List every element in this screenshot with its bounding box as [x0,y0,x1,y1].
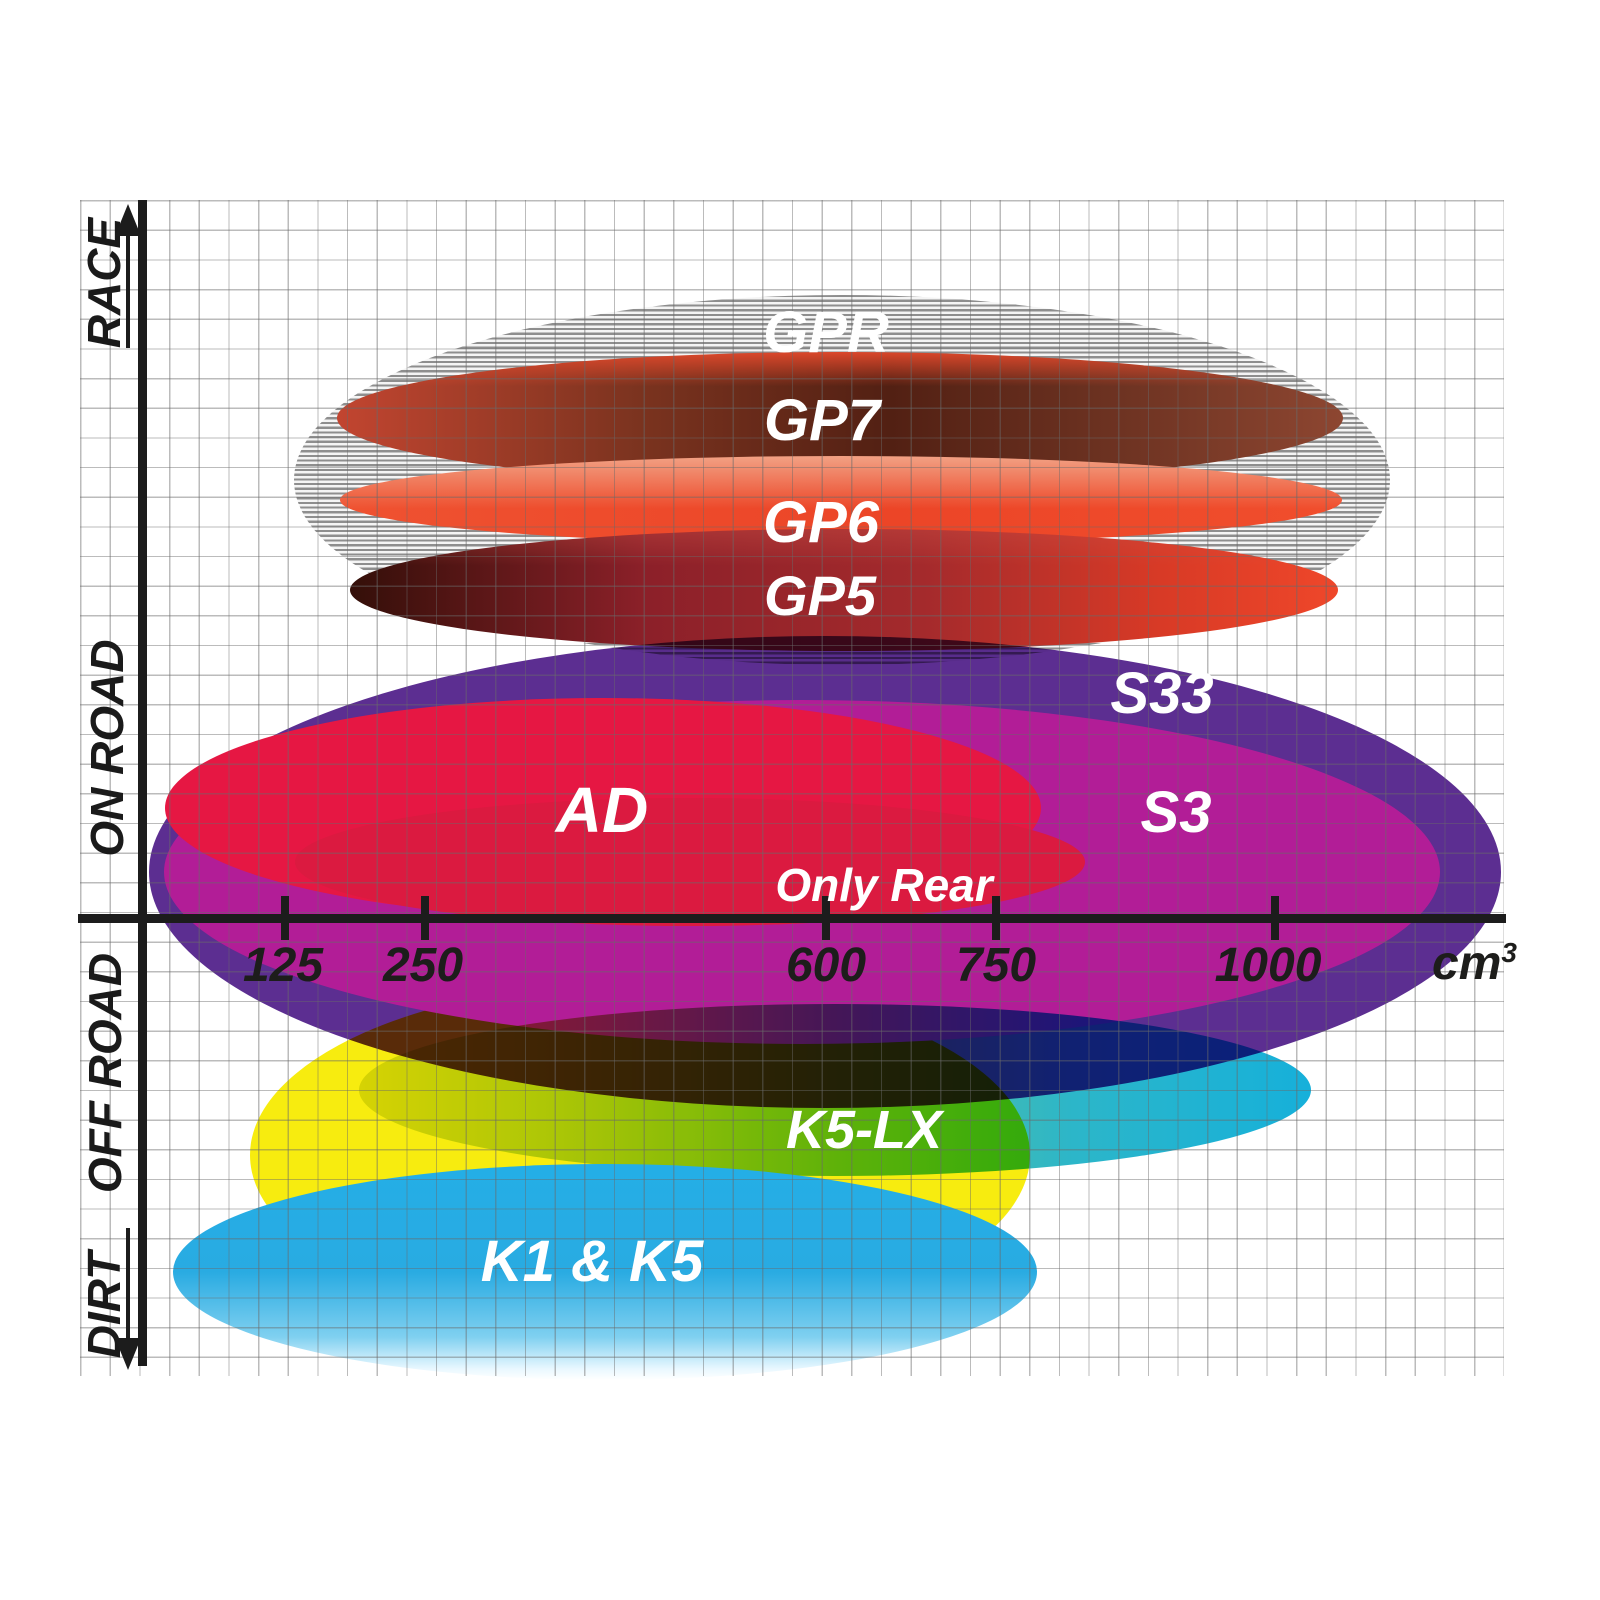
ellipse-gp5 [350,529,1338,651]
ellipse-k5lx [359,1004,1311,1176]
zone-label-on-road: ON ROAD [81,639,133,857]
y-axis-line [138,200,147,1366]
label-s33: S33 [1110,661,1214,726]
dirt-down-arrow-icon [115,1338,141,1370]
label-ad: AD [555,774,649,846]
x-tick-600 [822,896,830,940]
race-up-arrow-icon [115,204,141,236]
zone-label-off-road: OFF ROAD [79,952,131,1194]
x-tick-label-1000: 1000 [1214,939,1322,992]
race-arrow-line [126,232,130,348]
label-k1k5: K1 & K5 [480,1229,704,1294]
label-s3: S3 [1140,780,1212,845]
x-axis-unit: cm3 [1432,937,1517,990]
label-only-rear: Only Rear [775,859,993,911]
x-tick-label-750: 750 [955,939,1037,992]
ellipse-k1k5 [173,1164,1037,1380]
dirt-arrow-line [126,1228,130,1340]
x-tick-250 [421,896,429,940]
label-gp7: GP7 [763,388,881,453]
label-gp6: GP6 [762,490,880,555]
label-k5lx: K5-LX [785,1100,943,1160]
x-tick-750 [992,896,1000,940]
label-gpr: GPR [763,300,889,365]
x-tick-label-250: 250 [382,939,464,992]
x-tick-125 [281,896,289,940]
x-axis-line [78,914,1506,923]
label-gp5: GP5 [763,564,877,627]
zone-label-race: RACE [78,217,130,349]
x-tick-label-600: 600 [785,939,867,992]
x-tick-label-125: 125 [242,939,324,992]
x-tick-1000 [1271,896,1279,940]
